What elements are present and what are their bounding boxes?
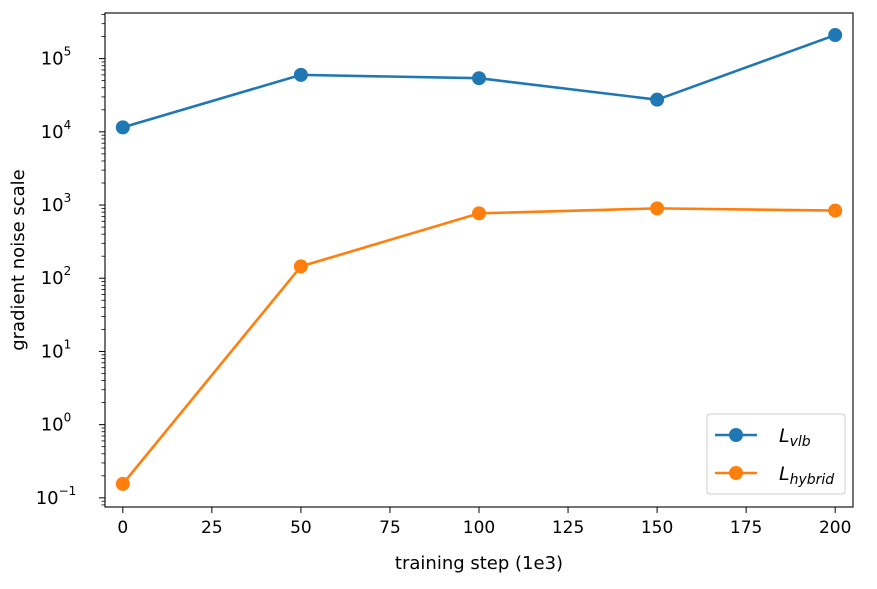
x-tick-label: 200 — [819, 518, 851, 538]
x-axis-label: training step (1e3) — [395, 553, 563, 574]
legend: Lvlb Lhybrid — [706, 413, 846, 495]
data-point-vlb — [472, 71, 486, 86]
x-tick-label: 125 — [552, 518, 584, 538]
legend-marker-hybrid — [729, 466, 743, 480]
x-tick-label: 75 — [379, 518, 401, 538]
y-tick-label: 10−1 — [36, 484, 77, 509]
y-axis-label: gradient noise scale — [8, 169, 29, 351]
data-point-hybrid — [650, 201, 665, 216]
data-point-hybrid — [115, 476, 130, 491]
x-tick-label: 25 — [201, 518, 223, 538]
data-point-vlb — [828, 28, 843, 43]
y-tick-label: 104 — [41, 118, 72, 143]
x-tick-label: 0 — [117, 518, 128, 538]
legend-marker-vlb — [729, 428, 743, 442]
y-tick-label: 101 — [41, 337, 72, 362]
legend-label-hybrid: Lhybrid — [779, 463, 834, 488]
x-tick-label: 175 — [730, 518, 762, 538]
data-point-hybrid — [472, 206, 486, 221]
y-tick-label: 100 — [41, 411, 72, 436]
legend-label-vlb: Lvlb — [779, 425, 811, 450]
y-tick-label: 102 — [41, 264, 72, 289]
series-layer — [115, 28, 843, 491]
x-tick-label: 50 — [290, 518, 312, 538]
data-point-vlb — [115, 120, 130, 135]
x-tick-label: 100 — [463, 518, 495, 538]
y-tick-label: 103 — [41, 191, 72, 216]
plot-frame — [104, 12, 854, 508]
y-axis-ticks: 10−1 100 101 102 103 104 105 — [36, 14, 105, 509]
data-point-hybrid — [828, 203, 843, 218]
x-axis-ticks: 0 25 50 75 100 125 150 175 200 — [117, 507, 851, 538]
data-point-vlb — [650, 92, 665, 107]
data-point-hybrid — [293, 259, 308, 274]
y-tick-label: 105 — [41, 45, 72, 70]
data-point-vlb — [293, 67, 308, 82]
x-tick-label: 150 — [641, 518, 673, 538]
